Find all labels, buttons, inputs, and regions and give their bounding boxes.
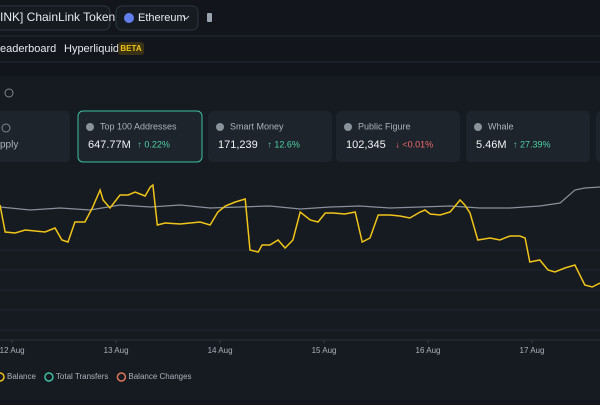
x-tick-label: 15 Aug xyxy=(312,346,337,355)
card-value: 171,239 xyxy=(218,139,258,151)
card-icon xyxy=(86,123,94,131)
token-name: INK] ChainLink Token xyxy=(0,10,115,24)
copy-icon[interactable] xyxy=(207,13,212,22)
card-change: ↓ <0.01% xyxy=(395,139,433,149)
info-icon[interactable] xyxy=(4,88,14,98)
card-value: pply xyxy=(0,140,18,151)
tab[interactable]: eaderboard xyxy=(0,43,56,55)
tab[interactable]: Hyperliquid xyxy=(64,43,119,55)
card-value: 5.46M xyxy=(476,139,507,151)
network-name: Ethereum xyxy=(138,12,186,24)
card-change: ↑ 12.6% xyxy=(267,139,300,149)
token-pill[interactable] xyxy=(0,5,111,31)
card[interactable] xyxy=(208,111,332,162)
legend-swatch[interactable] xyxy=(116,372,127,382)
x-tick-label: 12 Aug xyxy=(0,346,25,355)
legend-swatch[interactable] xyxy=(44,372,54,382)
legend-label[interactable]: Balance Changes xyxy=(128,372,191,381)
card-change: ↑ 27.39% xyxy=(513,139,551,149)
card[interactable] xyxy=(336,111,460,162)
eth-icon xyxy=(124,13,134,23)
card-icon xyxy=(344,123,352,131)
card-icon xyxy=(474,123,482,131)
x-tick-label: 17 Aug xyxy=(520,346,545,355)
legend-label[interactable]: Total Transfers xyxy=(56,372,108,381)
x-tick-label: 14 Aug xyxy=(208,346,233,355)
card-label: Whale xyxy=(488,121,514,131)
badge-bg xyxy=(118,42,144,55)
card[interactable] xyxy=(0,111,70,162)
card-value: 102,345 xyxy=(346,139,386,151)
x-tick-label: 16 Aug xyxy=(416,346,441,355)
legend-label[interactable]: Balance xyxy=(7,372,36,381)
card-label: Public Figure xyxy=(358,121,411,131)
card-value: 647.77M xyxy=(88,139,131,151)
card-label: Top 100 Addresses xyxy=(100,121,177,131)
card[interactable] xyxy=(466,111,590,162)
card-icon xyxy=(216,123,224,131)
card[interactable] xyxy=(596,111,600,162)
series-line xyxy=(0,186,600,211)
legend-swatch[interactable] xyxy=(0,372,5,382)
badge: BETA xyxy=(120,44,141,53)
chevron xyxy=(182,15,190,20)
card-label: Smart Money xyxy=(230,121,284,131)
network-select[interactable] xyxy=(115,5,199,31)
x-tick-label: 13 Aug xyxy=(104,346,129,355)
info-icon xyxy=(1,123,11,133)
card-change: ↑ 0.22% xyxy=(137,139,170,149)
series-line xyxy=(0,183,600,288)
card[interactable] xyxy=(77,110,203,163)
